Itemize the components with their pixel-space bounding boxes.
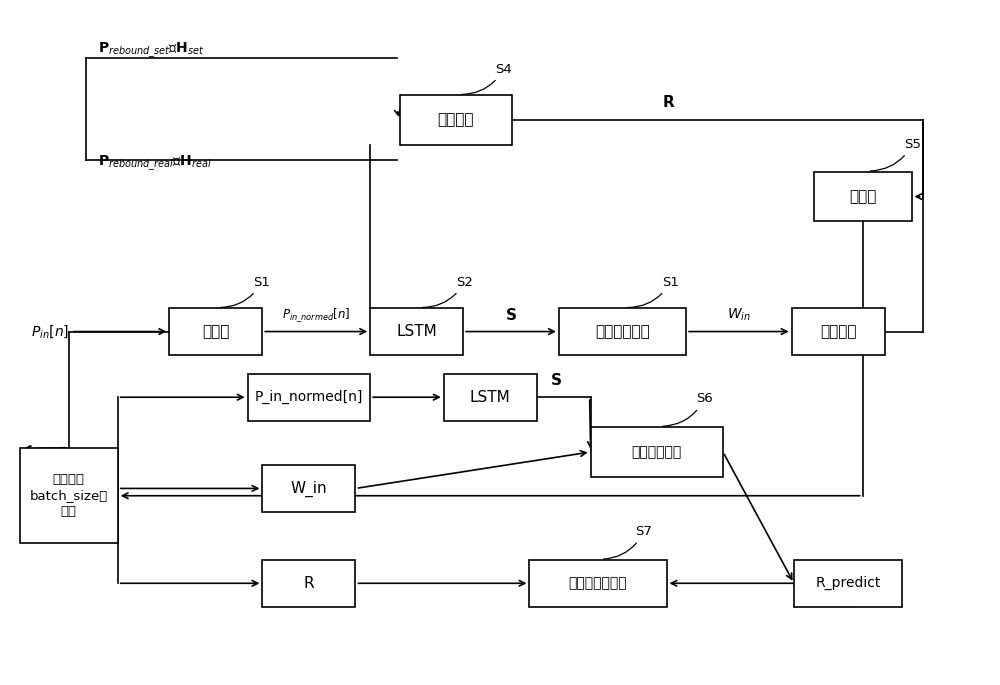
Text: S: S — [506, 308, 517, 323]
Text: 归一化: 归一化 — [202, 324, 229, 339]
Text: $P_{in\_normed}[n]$: $P_{in\_normed}[n]$ — [282, 306, 351, 324]
FancyBboxPatch shape — [20, 448, 118, 543]
Text: S1: S1 — [628, 275, 679, 308]
Text: R_predict: R_predict — [815, 576, 881, 590]
Text: $\mathbf{P}_{rebound\_real}$、$\mathbf{H}_{real}$: $\mathbf{P}_{rebound\_real}$、$\mathbf{H}… — [98, 154, 212, 173]
Text: $\mathbf{P}_{rebound\_set}$、$\mathbf{H}_{set}$: $\mathbf{P}_{rebound\_set}$、$\mathbf{H}_… — [98, 41, 205, 60]
Text: 网络参数软更新: 网络参数软更新 — [569, 576, 627, 590]
Text: W_in: W_in — [291, 480, 327, 497]
FancyBboxPatch shape — [248, 373, 370, 421]
FancyBboxPatch shape — [792, 308, 885, 356]
FancyBboxPatch shape — [370, 308, 463, 356]
FancyBboxPatch shape — [169, 308, 262, 356]
FancyBboxPatch shape — [262, 560, 355, 607]
Text: $P_{in}[n]$: $P_{in}[n]$ — [31, 323, 69, 340]
Text: S2: S2 — [422, 275, 473, 308]
Text: P_in_normed[n]: P_in_normed[n] — [255, 390, 363, 404]
Text: S4: S4 — [462, 62, 512, 95]
FancyBboxPatch shape — [591, 427, 723, 477]
FancyBboxPatch shape — [814, 172, 912, 221]
Text: 奖励反馈: 奖励反馈 — [438, 112, 474, 127]
Text: S6: S6 — [663, 393, 713, 426]
FancyBboxPatch shape — [529, 560, 667, 607]
Text: S7: S7 — [604, 525, 652, 559]
FancyBboxPatch shape — [400, 95, 512, 145]
FancyBboxPatch shape — [794, 560, 902, 607]
Text: S: S — [551, 373, 562, 388]
Text: 入射旋转估计: 入射旋转估计 — [595, 324, 650, 339]
FancyBboxPatch shape — [444, 373, 537, 421]
Text: 奖励反馈估计: 奖励反馈估计 — [632, 445, 682, 459]
Text: S1: S1 — [221, 275, 270, 308]
Text: $W_{in}$: $W_{in}$ — [727, 306, 751, 323]
Text: R: R — [663, 95, 675, 110]
Text: 击球方法: 击球方法 — [820, 324, 856, 339]
Text: 记忆库: 记忆库 — [849, 189, 876, 204]
Text: LSTM: LSTM — [470, 390, 511, 405]
Text: LSTM: LSTM — [396, 324, 437, 339]
Text: S5: S5 — [870, 138, 921, 171]
Text: 随机选取
batch_size条
记忆: 随机选取 batch_size条 记忆 — [30, 473, 108, 519]
FancyBboxPatch shape — [559, 308, 686, 356]
FancyBboxPatch shape — [262, 464, 355, 512]
Text: R: R — [304, 576, 314, 590]
